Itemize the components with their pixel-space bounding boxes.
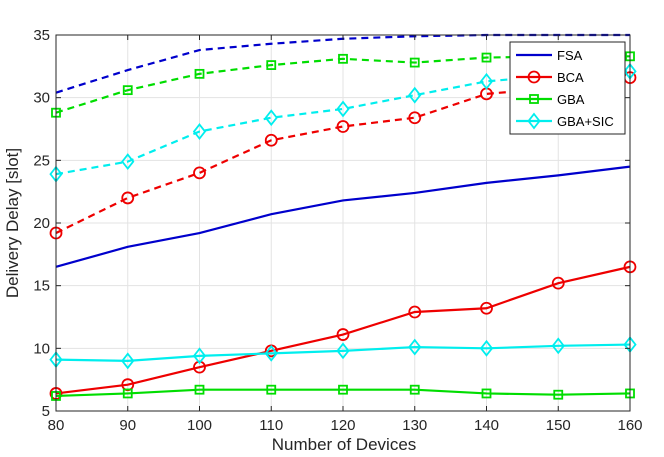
y-axis-label: Delivery Delay [slot]: [3, 148, 22, 298]
legend-entry: FSA: [516, 48, 583, 63]
series-line: [55, 165, 631, 268]
x-tick-label: 90: [119, 417, 136, 434]
legend-label: GBA: [557, 92, 585, 107]
data-point: [266, 384, 277, 395]
series-unlabeled-dashed: [49, 71, 637, 240]
y-tick-label: 25: [33, 152, 50, 169]
legend-label: BCA: [557, 70, 584, 85]
y-tick-label: 20: [33, 215, 50, 232]
data-point: [553, 389, 564, 400]
y-tick-label: 15: [33, 278, 50, 295]
x-tick-label: 120: [330, 417, 355, 434]
data-point: [194, 68, 205, 79]
data-point: [480, 301, 493, 315]
data-point: [409, 57, 420, 68]
series-line: [55, 388, 631, 398]
x-tick-label: 80: [48, 417, 65, 434]
data-point: [122, 85, 133, 96]
legend-entry: GBA+SIC: [516, 112, 614, 130]
data-point: [409, 384, 420, 395]
legend-entry: GBA: [516, 92, 585, 107]
x-axis-label: Number of Devices: [272, 435, 417, 454]
data-point: [551, 276, 565, 290]
data-point: [121, 153, 135, 171]
data-point: [527, 70, 541, 84]
legend-box: [509, 41, 626, 135]
legend-label: GBA+SIC: [557, 114, 614, 129]
data-point: [529, 94, 539, 104]
data-point: [338, 384, 348, 395]
series-line: [55, 70, 631, 176]
x-tick-label: 160: [617, 417, 642, 434]
data-point: [192, 347, 207, 365]
data-point: [264, 344, 278, 362]
series-fsa: [55, 165, 631, 268]
y-tick-label: 30: [33, 90, 50, 107]
data-point: [408, 305, 422, 319]
y-tick-label: 35: [33, 27, 50, 44]
data-point: [336, 342, 350, 360]
data-point: [121, 352, 135, 370]
data-point: [121, 191, 135, 205]
series-line: [55, 343, 631, 362]
axes-layer: 80 90 100 110 120 130 140 150 160 5 10 15 20 25 30 35: [33, 27, 642, 434]
legend-label: FSA: [557, 48, 583, 63]
data-point: [408, 86, 422, 104]
x-tick-label: 100: [187, 417, 212, 434]
legend-entry: BCA: [516, 70, 584, 85]
data-point: [481, 52, 492, 63]
data-point: [264, 109, 278, 127]
data-point: [122, 388, 133, 399]
data-point: [481, 388, 492, 399]
legend: FSA BCA GBA GBA+SIC: [509, 41, 626, 135]
x-tick-label: 140: [474, 417, 499, 434]
data-point: [527, 112, 541, 130]
y-tick-label: 5: [42, 403, 50, 420]
x-tick-label: 130: [402, 417, 427, 434]
data-point: [336, 120, 350, 133]
y-tick-label: 10: [33, 340, 50, 357]
data-point: [408, 111, 422, 125]
data-point: [194, 384, 205, 395]
data-point: [264, 133, 278, 147]
data-point: [336, 100, 350, 118]
data-point: [266, 60, 277, 70]
data-point: [338, 53, 348, 64]
x-tick-label: 150: [546, 417, 571, 434]
x-tick-label: 110: [259, 417, 283, 434]
data-point: [408, 338, 422, 356]
series-line: [55, 265, 631, 395]
data-point: [336, 328, 350, 341]
data-point: [192, 123, 207, 140]
data-point: [551, 337, 565, 355]
data-point: [479, 72, 494, 90]
data-point: [193, 166, 206, 180]
data-point: [479, 339, 494, 357]
